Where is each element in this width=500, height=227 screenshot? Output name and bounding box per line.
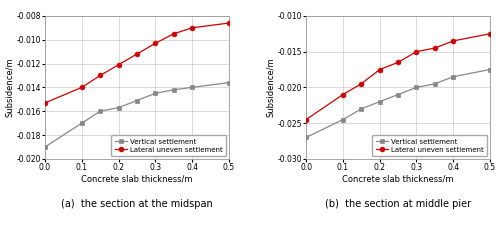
Vertical settlement (42, 146, 48, 148)
Lateral uneven settlement (170, 32, 176, 35)
Vertical settlement (376, 100, 382, 103)
Lateral uneven settlement (79, 86, 85, 89)
Lateral uneven settlement (42, 101, 48, 104)
Vertical settlement (226, 81, 232, 84)
Text: (a)  the section at the midspan: (a) the section at the midspan (61, 199, 213, 209)
Lateral uneven settlement (395, 61, 401, 64)
Vertical settlement (97, 110, 103, 113)
Lateral uneven settlement (487, 32, 493, 35)
Line: Lateral uneven settlement: Lateral uneven settlement (42, 21, 232, 105)
Lateral uneven settlement (189, 26, 195, 29)
Legend: Vertical settlement, Lateral uneven settlement: Vertical settlement, Lateral uneven sett… (372, 135, 487, 156)
Vertical settlement (170, 88, 176, 91)
Line: Vertical settlement: Vertical settlement (43, 81, 231, 149)
Lateral uneven settlement (134, 53, 140, 55)
Vertical settlement (414, 86, 420, 89)
Lateral uneven settlement (450, 39, 456, 42)
Y-axis label: Subsidence/m: Subsidence/m (4, 58, 14, 117)
Lateral uneven settlement (303, 118, 309, 121)
Vertical settlement (303, 136, 309, 139)
Vertical settlement (450, 75, 456, 78)
Lateral uneven settlement (116, 63, 121, 66)
Lateral uneven settlement (414, 50, 420, 53)
Lateral uneven settlement (358, 82, 364, 85)
X-axis label: Concrete slab thickness/m: Concrete slab thickness/m (81, 175, 192, 184)
Vertical settlement (116, 106, 121, 109)
Legend: Vertical settlement, Lateral uneven settlement: Vertical settlement, Lateral uneven sett… (111, 135, 226, 156)
Lateral uneven settlement (97, 74, 103, 77)
Vertical settlement (189, 86, 195, 89)
Text: (b)  the section at middle pier: (b) the section at middle pier (325, 199, 471, 209)
Vertical settlement (152, 92, 158, 95)
Vertical settlement (79, 122, 85, 125)
Y-axis label: Subsidence/m: Subsidence/m (266, 58, 274, 117)
Vertical settlement (358, 108, 364, 110)
X-axis label: Concrete slab thickness/m: Concrete slab thickness/m (342, 175, 454, 184)
Lateral uneven settlement (432, 47, 438, 49)
Vertical settlement (340, 118, 346, 121)
Lateral uneven settlement (340, 93, 346, 96)
Vertical settlement (134, 99, 140, 102)
Lateral uneven settlement (152, 42, 158, 45)
Lateral uneven settlement (226, 22, 232, 24)
Line: Lateral uneven settlement: Lateral uneven settlement (304, 31, 492, 122)
Vertical settlement (395, 93, 401, 96)
Lateral uneven settlement (376, 68, 382, 71)
Vertical settlement (487, 68, 493, 71)
Vertical settlement (432, 82, 438, 85)
Line: Vertical settlement: Vertical settlement (304, 67, 492, 140)
